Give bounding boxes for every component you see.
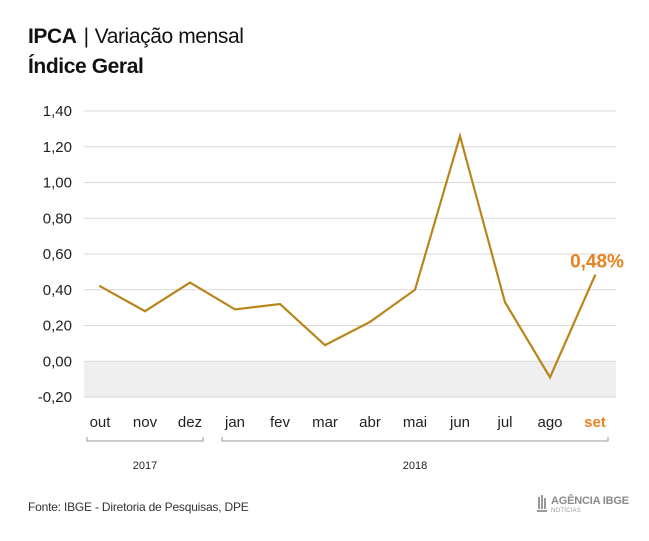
x-tick-label: set [584,414,606,431]
data-point [278,302,282,306]
year-label: 2017 [133,460,157,472]
data-point [188,281,192,284]
data-point [323,344,327,347]
x-tick-label: jun [449,414,470,431]
ibge-logo-icon [537,495,547,512]
x-tick-label: ago [537,414,562,431]
y-tick-label: 1,40 [43,103,72,120]
negative-band [84,361,616,397]
data-point [593,274,597,277]
y-tick-label: 0,00 [43,353,72,370]
chart-subtitle: Índice Geral [28,55,144,78]
x-tick-label: mai [403,414,427,431]
data-point [143,310,147,313]
highlight-data-label: 0,48% [570,251,624,272]
y-tick-label: 0,80 [43,210,72,227]
x-tick-label: jul [496,414,512,431]
x-tick-label: out [90,414,112,431]
logo-name: AGÊNCIA IBGE [551,495,629,507]
data-point [233,308,237,311]
chart-title: IPCA | Variação mensal [28,26,244,47]
data-point [413,288,417,291]
y-tick-label: 0,20 [43,318,72,335]
series-line [99,131,597,380]
x-tick-label: jan [224,414,245,431]
data-point [548,376,552,379]
year-bracket [221,437,609,442]
source-note: Fonte: IBGE - Diretoria de Pesquisas, DP… [28,500,249,514]
y-tick-label: 1,00 [43,175,72,192]
year-label: 2018 [403,460,427,472]
agencia-ibge-logo: AGÊNCIA IBGE NOTÍCIAS [537,494,629,522]
data-point [98,285,102,288]
y-tick-label: -0,20 [38,389,72,406]
y-tick-label: 1,20 [43,139,72,156]
x-tick-label: mar [312,414,338,431]
x-tick-label: dez [178,414,202,431]
title-main: IPCA [28,25,77,48]
y-tick-label: 0,60 [43,246,72,263]
title-rest: Variação mensal [94,25,244,48]
y-tick-label: 0,40 [43,282,72,299]
year-bracket [86,437,204,442]
x-tick-label: abr [359,414,381,431]
data-point [368,320,372,324]
data-point [458,134,462,138]
data-point [503,301,507,304]
x-tick-label: nov [133,414,158,431]
logo-sub: NOTÍCIAS [551,508,581,514]
x-tick-label: fev [270,414,291,431]
title-separator: | [83,25,89,48]
